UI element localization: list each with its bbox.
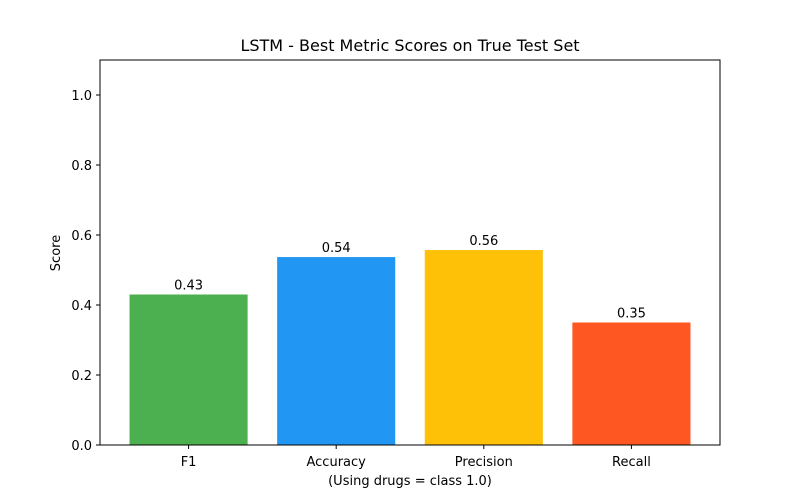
data-labels-group: 0.43 0.54 0.56 0.35	[174, 234, 646, 321]
y-tick-label: 0.6	[71, 229, 92, 244]
x-tick-label: Recall	[612, 455, 651, 470]
y-tick-label: 1.0	[71, 89, 92, 104]
data-label-precision: 0.56	[469, 234, 498, 249]
bar-f1	[129, 294, 248, 445]
chart-title: LSTM - Best Metric Scores on True Test S…	[240, 36, 579, 55]
y-tick-label: 0.8	[71, 159, 92, 174]
y-tick-label: 0.2	[71, 369, 92, 384]
y-tick-label: 0.0	[71, 439, 92, 454]
y-axis-label: Score	[49, 235, 64, 271]
data-label-accuracy: 0.54	[322, 241, 351, 256]
y-tick-label: 0.4	[71, 299, 92, 314]
y-axis-ticks: 0.0 0.2 0.4 0.6 0.8 1.0	[71, 89, 100, 454]
x-tick-label: Accuracy	[307, 455, 367, 470]
plot-frame	[99, 59, 721, 446]
bar-recall	[572, 322, 691, 445]
x-axis-label: (Using drugs = class 1.0)	[328, 474, 492, 489]
x-tick-label: F1	[181, 455, 197, 470]
x-tick-label: Precision	[455, 455, 513, 470]
data-label-recall: 0.35	[617, 307, 646, 322]
bar-precision	[424, 250, 543, 445]
bar-accuracy	[277, 257, 396, 445]
data-label-f1: 0.43	[174, 279, 203, 294]
bars-group	[129, 250, 691, 445]
x-axis-ticks: F1 Accuracy Precision Recall	[181, 445, 651, 470]
